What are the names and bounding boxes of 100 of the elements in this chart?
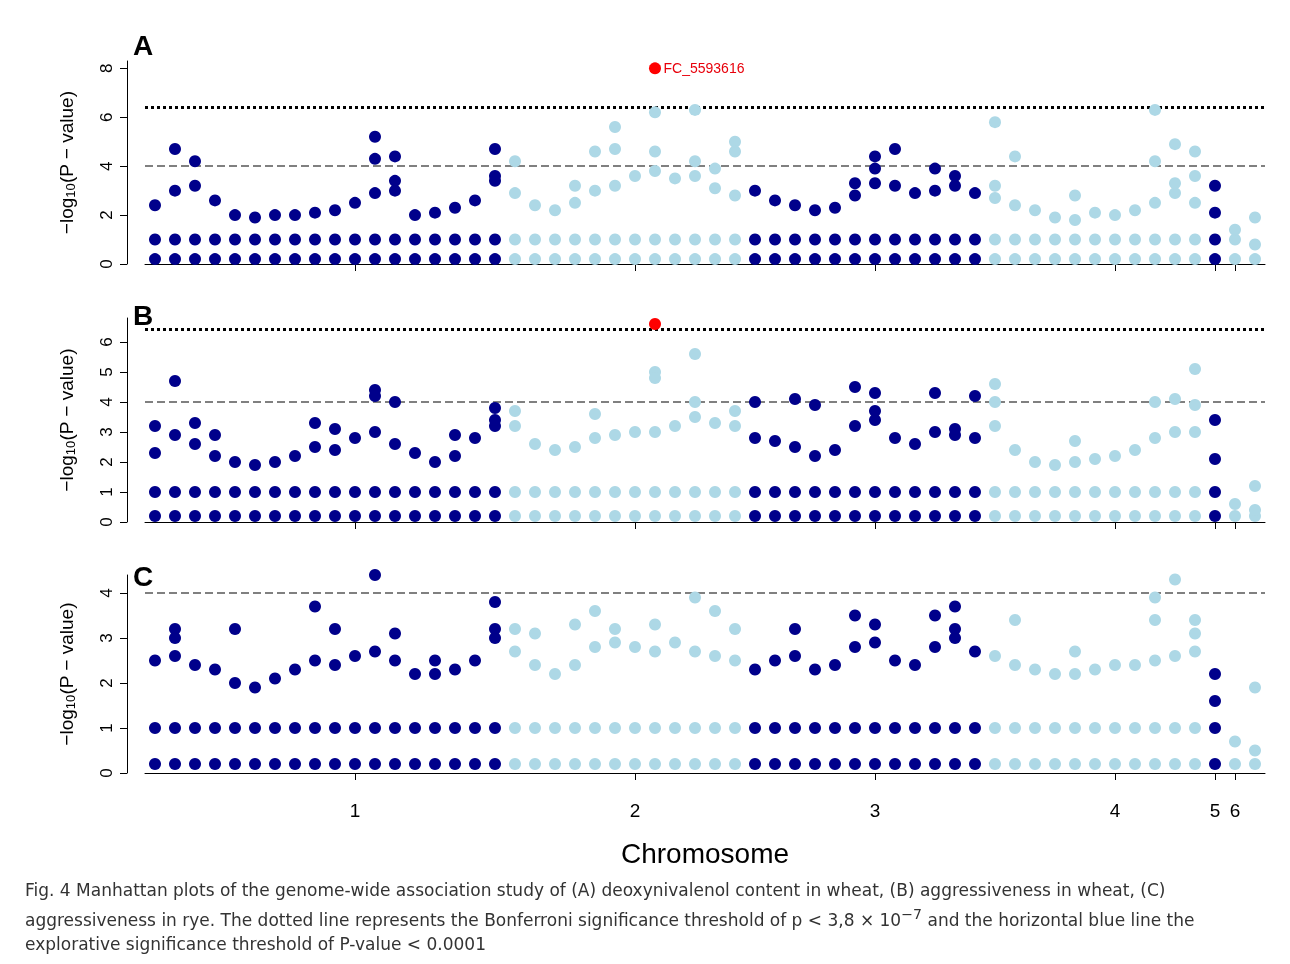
y-tick-label: 3 [97,427,116,437]
point [1189,758,1201,770]
point [1129,486,1141,498]
point [529,486,541,498]
point [689,411,701,423]
point [269,233,281,246]
point [1109,510,1121,522]
point [389,722,401,734]
point [209,450,221,462]
point [989,722,1001,734]
point [189,510,201,522]
point [289,758,301,770]
point [229,209,241,222]
point [529,627,541,640]
point [1049,758,1061,770]
point [849,177,861,190]
point [489,143,501,156]
point [309,253,321,266]
point [809,486,821,498]
point [409,209,421,222]
point [469,194,481,207]
point [949,253,961,266]
point [1049,253,1061,266]
point [649,318,661,330]
point [669,636,681,649]
point [249,211,261,224]
point [669,233,681,246]
point [949,722,961,734]
point [489,722,501,734]
point [1209,510,1221,522]
point [1209,414,1221,426]
point [549,253,561,266]
point [409,722,421,734]
point [809,722,821,734]
point [489,486,501,498]
point [1229,223,1241,236]
point [489,758,501,770]
point [989,758,1001,770]
point [869,486,881,498]
point [709,233,721,246]
point [449,663,461,676]
point [1209,233,1221,246]
point [1169,393,1181,405]
point [589,758,601,770]
point [809,758,821,770]
point [389,654,401,667]
point [869,618,881,631]
point [529,253,541,266]
point [229,623,241,635]
point [209,429,221,441]
point [669,722,681,734]
point [929,758,941,770]
point [649,233,661,246]
point [249,253,261,266]
point [989,253,1001,266]
point [1209,453,1221,465]
point [1089,758,1101,770]
point [189,179,201,192]
point [469,722,481,734]
point [409,253,421,266]
point [209,486,221,498]
point [1249,238,1261,251]
point [1149,758,1161,770]
point [269,510,281,522]
point [1249,480,1261,492]
point [169,722,181,734]
point [369,569,381,581]
point [649,758,661,770]
point [289,209,301,222]
point [369,645,381,658]
point [609,510,621,522]
point [809,510,821,522]
point [589,408,601,420]
point [209,233,221,246]
point [409,447,421,459]
point [869,405,881,417]
point [429,722,441,734]
point [929,510,941,522]
point [829,758,841,770]
y-tick-label: 1 [97,487,116,497]
point [629,233,641,246]
point [229,510,241,522]
point [549,722,561,734]
point [829,201,841,214]
point [1189,614,1201,626]
point [289,253,301,266]
point [409,510,421,522]
point [1169,650,1181,662]
point [729,420,741,432]
chart-title: A [133,29,154,61]
point [789,722,801,734]
point [849,722,861,734]
point [149,253,161,266]
point [349,758,361,770]
point [729,405,741,417]
point [709,650,721,662]
point [929,233,941,246]
point [1049,233,1061,246]
point [369,486,381,498]
point [629,722,641,734]
